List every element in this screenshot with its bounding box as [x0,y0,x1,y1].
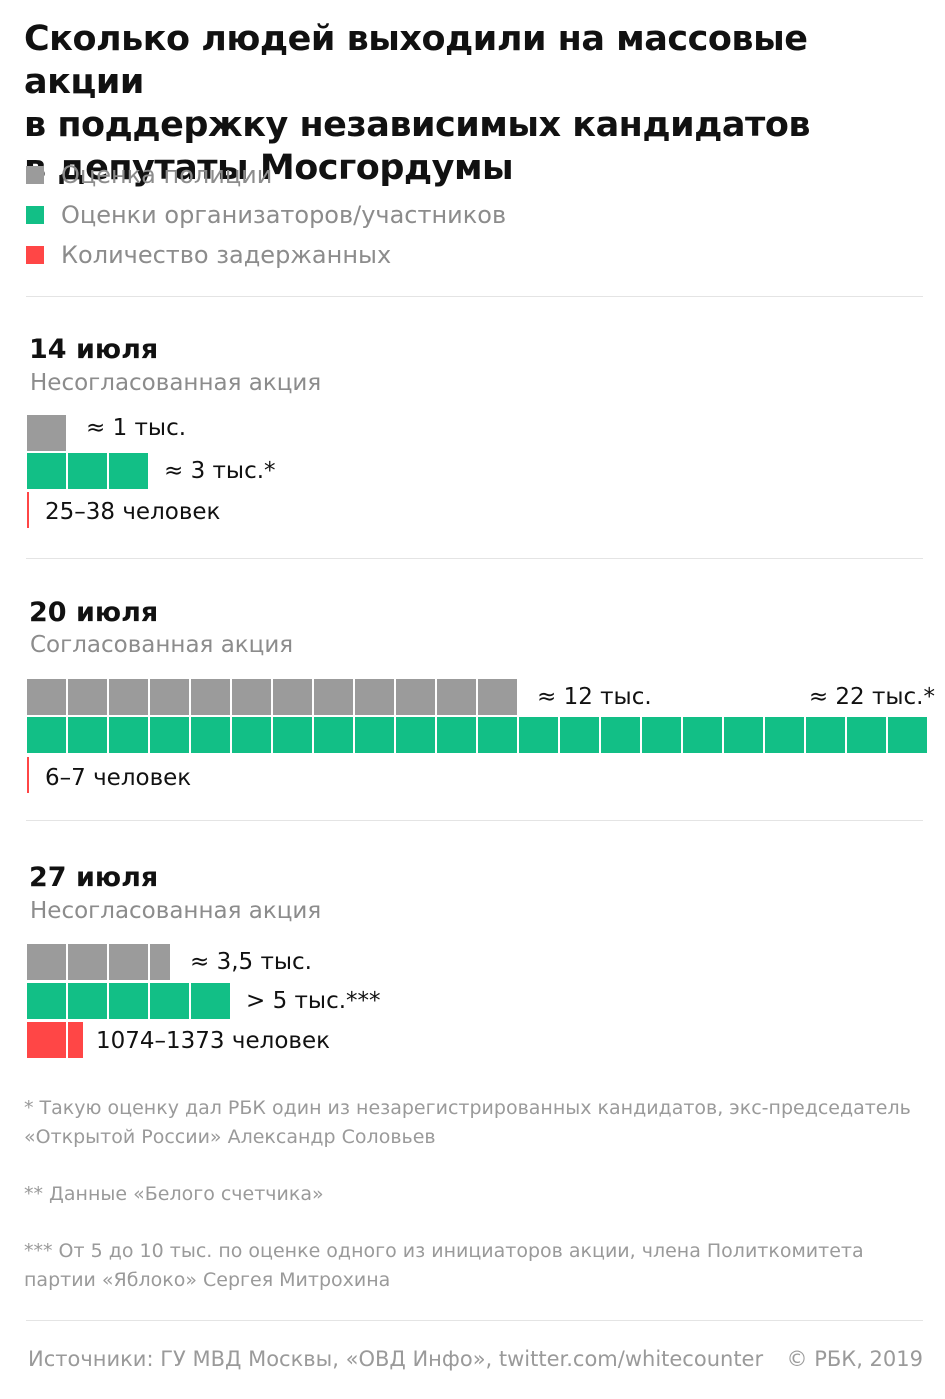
legend-label-detained: Количество задержанных [61,241,392,269]
bar-organizers [27,717,929,753]
value-label-police: ≈ 1 тыс. [86,415,187,441]
event-date: 14 июля [29,334,159,365]
police-block [150,679,189,715]
legend-swatch-organizers [26,206,44,224]
copyright: © РБК, 2019 [786,1347,923,1371]
title-line-2: в поддержку независимых кандидатов [24,105,811,145]
police-block [109,679,148,715]
organizers-block [27,717,66,753]
organizers-block [68,453,107,489]
police-block [355,679,394,715]
legend-item-detained: Количество задержанных [26,240,391,270]
bar-detained [27,1022,85,1058]
police-block [191,679,230,715]
detained-block [27,1022,66,1058]
event-type: Согласованная акция [30,632,294,658]
organizers-block [437,717,476,753]
value-label-organizers: ≈ 22 тыс.* [808,684,935,710]
legend-swatch-detained [26,246,44,264]
event-date: 20 июля [29,597,159,628]
organizers-block [68,983,107,1019]
organizers-block [314,717,353,753]
legend-label-organizers: Оценки организаторов/участников [61,201,507,229]
organizers-block [355,717,394,753]
organizers-block [765,717,804,753]
bar-police [27,679,519,715]
legend-swatch-police [26,166,44,184]
organizers-block [232,717,271,753]
detained-block-partial [68,1022,83,1058]
value-label-police: ≈ 12 тыс. [537,684,652,710]
value-label-police: ≈ 3,5 тыс. [190,949,312,975]
event-date: 27 июля [29,862,159,893]
organizers-block [109,717,148,753]
title-line-3: в депутаты Мосгордумы [24,148,514,188]
police-block [314,679,353,715]
police-block [437,679,476,715]
organizers-block [273,717,312,753]
divider [26,558,923,559]
organizers-block [191,983,230,1019]
value-label-detained: 1074–1373 человек [96,1028,330,1054]
sources: Источники: ГУ МВД Москвы, «ОВД Инфо», tw… [28,1347,764,1371]
divider [26,296,923,297]
footnote-3: *** От 5 до 10 тыс. по оценке одного из … [24,1240,864,1291]
bar-organizers [27,453,150,489]
value-label-organizers: ≈ 3 тыс.* [164,458,276,484]
detained-marker [27,492,29,528]
organizers-block [478,717,517,753]
organizers-block [27,983,66,1019]
police-block [27,679,66,715]
organizers-block [396,717,435,753]
organizers-block [68,717,107,753]
divider [26,1320,923,1321]
police-block [273,679,312,715]
organizers-block [109,983,148,1019]
value-label-organizers: > 5 тыс.*** [246,988,381,1014]
footnote-1: * Такую оценку дал РБК один из незарегис… [24,1097,911,1148]
value-label-detained: 25–38 человек [45,499,221,525]
legend-label-police: Оценка полиции [61,161,273,189]
police-block [27,415,66,451]
organizers-block [191,717,230,753]
legend-item-organizers: Оценки организаторов/участников [26,200,506,230]
bar-police [27,415,68,451]
organizers-block [888,717,927,753]
police-block [232,679,271,715]
divider [26,820,923,821]
police-block [68,679,107,715]
event-type: Несогласованная акция [30,370,322,396]
bar-police [27,944,172,980]
chart-title: Сколько людей выходили на массовые акции… [24,18,924,190]
detained-marker [27,757,29,793]
organizers-block [560,717,599,753]
police-block-partial [150,944,170,980]
police-block [68,944,107,980]
title-line-1: Сколько людей выходили на массовые акции [24,19,808,102]
footnote-2: ** Данные «Белого счетчика» [24,1183,324,1205]
legend-item-police: Оценка полиции [26,160,272,190]
police-block [27,944,66,980]
organizers-block [150,983,189,1019]
organizers-block [150,717,189,753]
organizers-block [847,717,886,753]
organizers-block [806,717,845,753]
organizers-block [519,717,558,753]
police-block [109,944,148,980]
organizers-block [724,717,763,753]
value-label-detained: 6–7 человек [45,765,192,791]
organizers-block [642,717,681,753]
organizers-block [683,717,722,753]
organizers-block [601,717,640,753]
event-type: Несогласованная акция [30,898,322,924]
police-block [478,679,517,715]
bar-organizers [27,983,232,1019]
police-block [396,679,435,715]
organizers-block [109,453,148,489]
organizers-block [27,453,66,489]
